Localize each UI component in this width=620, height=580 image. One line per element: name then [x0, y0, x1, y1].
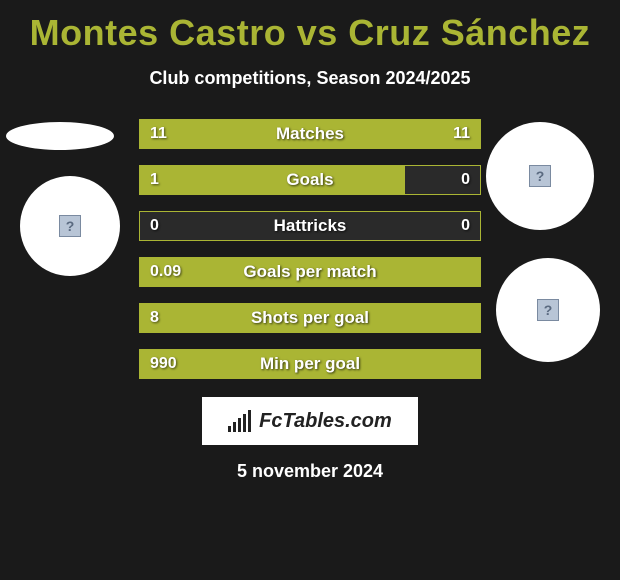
stat-value-right: 11 — [453, 125, 470, 143]
avatar-circle-left: ? — [20, 176, 120, 276]
stat-row: 8 Shots per goal — [139, 303, 481, 333]
stat-label: Goals per match — [243, 262, 376, 282]
stat-label: Min per goal — [260, 354, 360, 374]
stat-value-right: 0 — [461, 217, 470, 235]
stat-value-left: 0 — [150, 217, 159, 235]
avatar-circle-right-1: ? — [486, 122, 594, 230]
logo-bars-icon — [228, 410, 251, 432]
stat-value-left: 1 — [150, 171, 159, 189]
stat-label: Shots per goal — [251, 308, 369, 328]
stat-value-left: 990 — [150, 355, 177, 373]
stat-row: 0 0 Hattricks — [139, 211, 481, 241]
stat-label: Matches — [276, 124, 344, 144]
stat-label: Hattricks — [274, 216, 347, 236]
logo-text: FcTables.com — [259, 410, 392, 433]
stat-value-right: 0 — [461, 171, 470, 189]
stat-label: Goals — [286, 170, 333, 190]
stat-value-left: 11 — [150, 125, 167, 143]
stat-value-left: 0.09 — [150, 263, 181, 281]
stat-row: 1 0 Goals — [139, 165, 481, 195]
page-title: Montes Castro vs Cruz Sánchez — [0, 0, 620, 54]
avatar-circle-right-2: ? — [496, 258, 600, 362]
image-placeholder-icon: ? — [537, 299, 559, 321]
bar-left — [140, 166, 405, 194]
image-placeholder-icon: ? — [529, 165, 551, 187]
image-placeholder-icon: ? — [59, 215, 81, 237]
stat-row: 11 11 Matches — [139, 119, 481, 149]
stat-value-left: 8 — [150, 309, 159, 327]
page-subtitle: Club competitions, Season 2024/2025 — [0, 68, 620, 89]
date-line: 5 november 2024 — [0, 461, 620, 482]
footer-logo: FcTables.com — [202, 397, 418, 445]
stats-container: 11 11 Matches 1 0 Goals 0 0 Hattricks 0.09 Goals p… — [139, 119, 481, 379]
stat-row: 990 Min per goal — [139, 349, 481, 379]
avatar-ellipse-left — [6, 122, 114, 150]
stat-row: 0.09 Goals per match — [139, 257, 481, 287]
